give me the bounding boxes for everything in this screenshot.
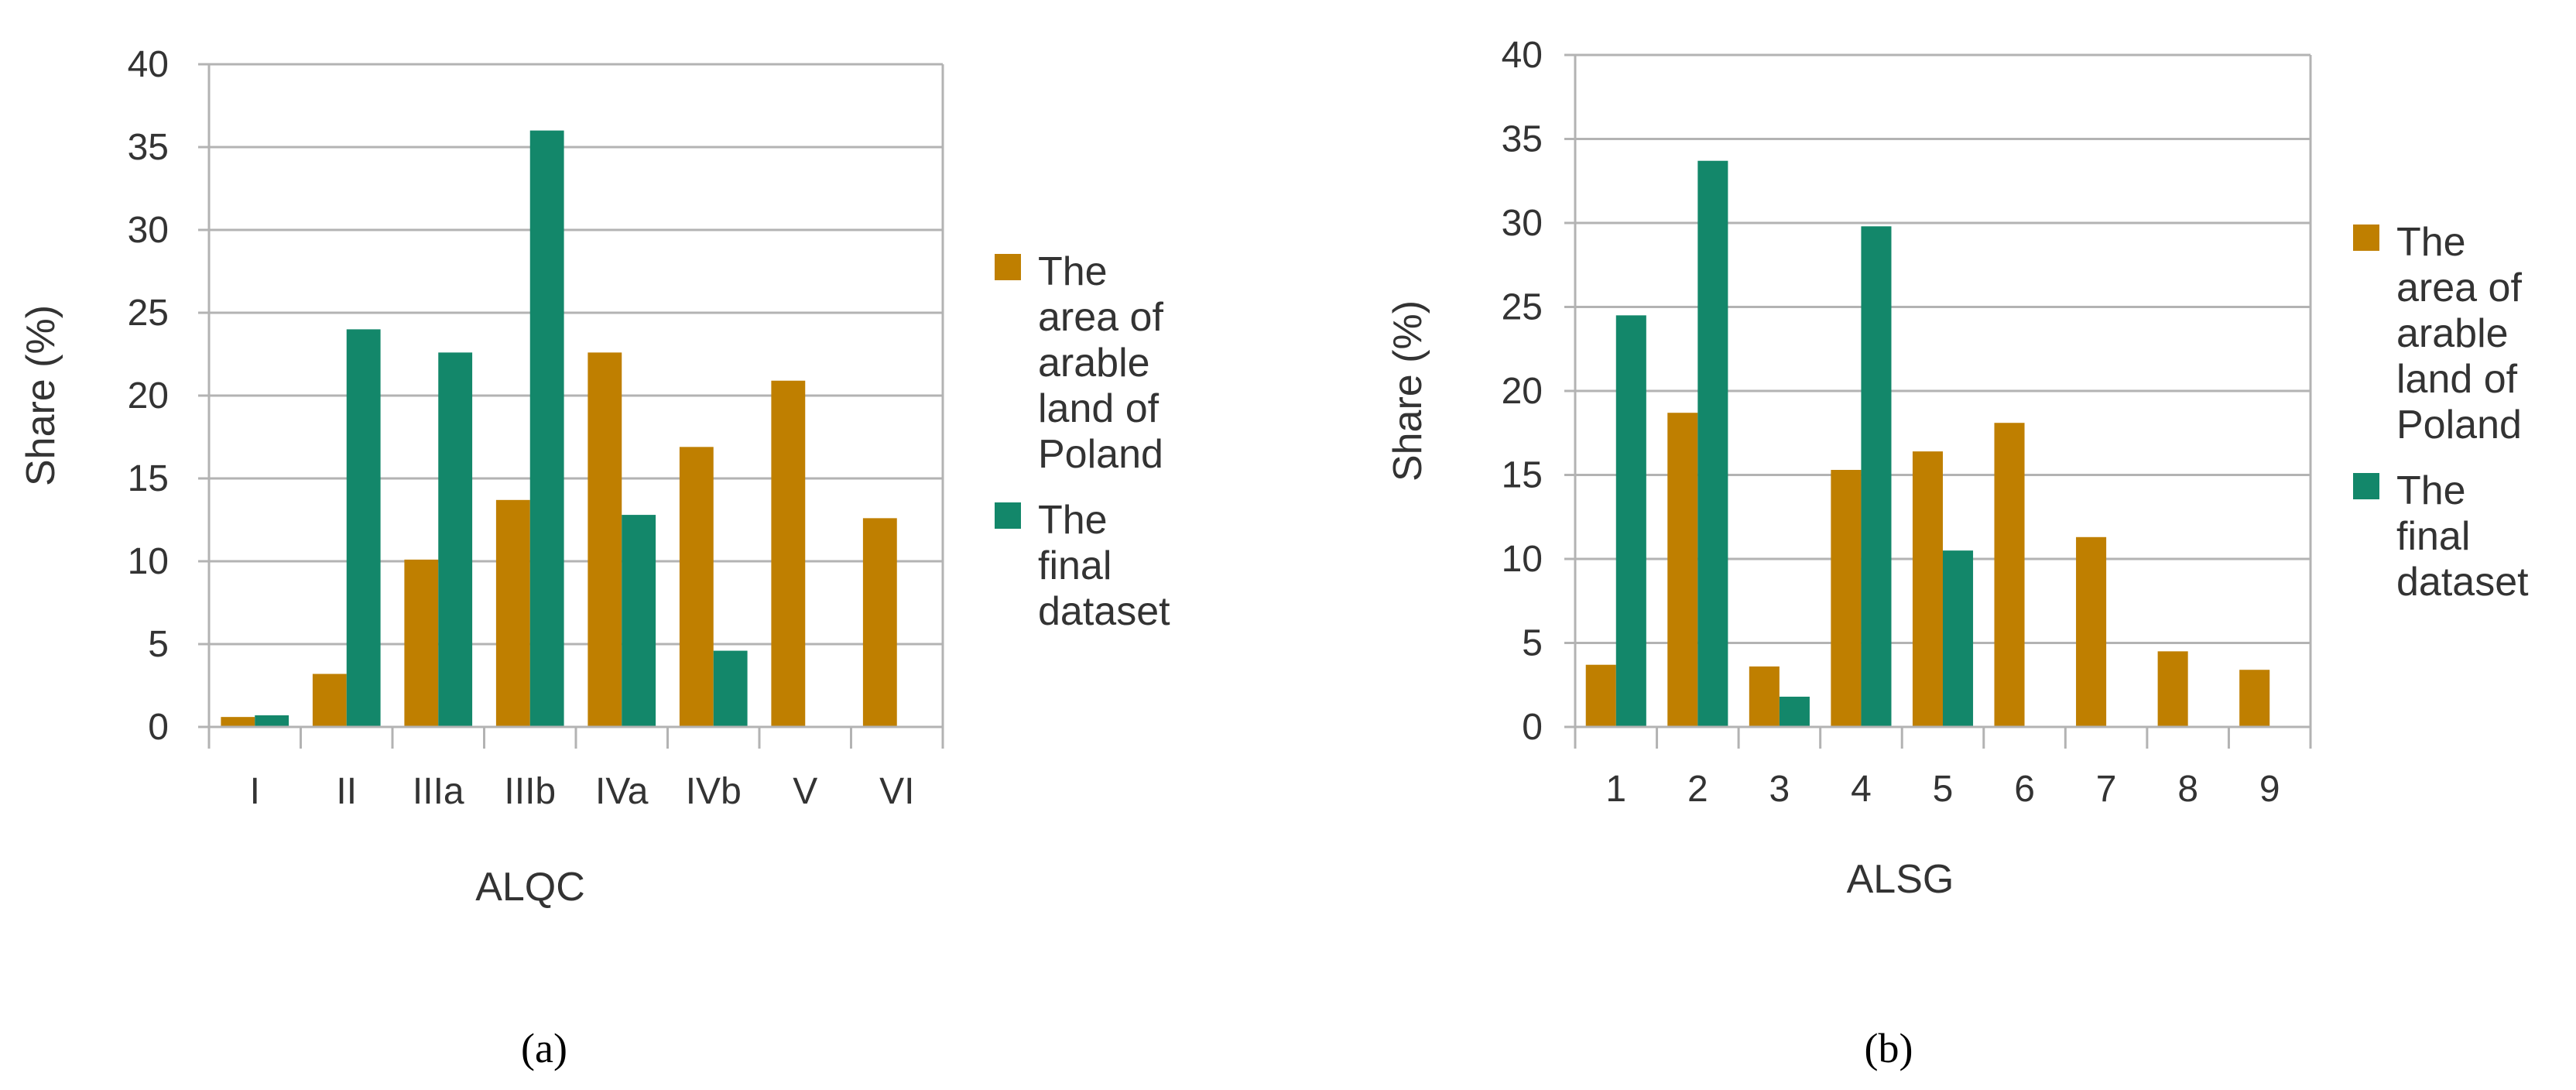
x-tick-label: I (250, 771, 260, 812)
legend-label: land of (1038, 386, 1160, 431)
bar (312, 674, 347, 727)
legend-label: Poland (1038, 432, 1163, 477)
bar (221, 717, 255, 727)
legend-swatch (995, 254, 1021, 280)
x-axis-title: ALSG (1847, 857, 1954, 902)
legend-swatch (2353, 225, 2379, 251)
panel-caption: (b) (1865, 1025, 1913, 1071)
bar (255, 715, 289, 727)
y-tick-label: 5 (1522, 623, 1543, 664)
legend-label: dataset (1038, 589, 1170, 634)
bar (346, 329, 381, 727)
y-tick-label: 35 (1502, 119, 1543, 160)
x-tick-label: 8 (2177, 769, 2198, 810)
y-tick-label: 15 (1502, 455, 1543, 496)
x-tick-label: 1 (1605, 769, 1626, 810)
bar (1912, 451, 1943, 727)
x-tick-label: VI (879, 771, 914, 812)
x-tick-label: 7 (2096, 769, 2117, 810)
x-tick-label: V (793, 771, 817, 812)
legend-label: final (2396, 514, 2470, 559)
legend-label: The (2396, 220, 2466, 265)
y-tick-label: 25 (1502, 287, 1543, 328)
y-axis-title: Share (%) (19, 305, 63, 486)
bar (2157, 651, 2188, 727)
y-tick-label: 5 (148, 624, 169, 665)
legend-label: The (1038, 498, 1108, 543)
x-tick-label: IIIb (504, 771, 556, 812)
legend-label: area of (1038, 295, 1163, 340)
x-tick-label: 6 (2014, 769, 2035, 810)
bar (1779, 696, 1810, 727)
bar (679, 447, 714, 727)
bar (2239, 670, 2270, 727)
bar (713, 650, 748, 727)
legend-label: final (1038, 543, 1112, 588)
y-tick-label: 0 (148, 707, 169, 748)
x-tick-label: 5 (1933, 769, 1954, 810)
x-tick-label: 2 (1687, 769, 1708, 810)
y-tick-label: 40 (128, 44, 169, 85)
y-tick-label: 30 (128, 210, 169, 251)
x-tick-label: 4 (1851, 769, 1872, 810)
x-tick-label: IVa (595, 771, 649, 812)
legend-label: area of (2396, 266, 2522, 310)
bar (1697, 160, 1728, 727)
legend-swatch (2353, 473, 2379, 499)
y-tick-label: 20 (128, 375, 169, 416)
x-tick-label: 9 (2259, 769, 2280, 810)
legend-label: The (2396, 468, 2466, 513)
x-tick-label: 3 (1769, 769, 1790, 810)
bar (1615, 315, 1646, 728)
panel-caption: (a) (521, 1025, 567, 1071)
bar (771, 380, 806, 727)
bar (1943, 550, 1974, 727)
bar (862, 518, 897, 727)
x-tick-label: II (336, 771, 357, 812)
bar (622, 515, 656, 727)
legend-label: The (1038, 249, 1108, 294)
bar (529, 130, 564, 728)
y-tick-label: 10 (128, 541, 169, 582)
legend-swatch (995, 502, 1021, 529)
y-tick-label: 20 (1502, 371, 1543, 412)
y-tick-label: 10 (1502, 539, 1543, 580)
bar (1994, 423, 2025, 727)
bar (495, 499, 530, 727)
chart-panel-b: 0 5 10 15 20 25 30 35 40 1 2 3 4 5 6 7 8 9 ALSG Share (%) Th… (1386, 35, 2529, 1071)
legend-label: arable (2396, 311, 2509, 356)
bar (404, 559, 439, 727)
bar (1749, 666, 1780, 727)
y-tick-label: 15 (128, 458, 169, 499)
bar (438, 352, 473, 727)
legend-label: Poland (2396, 403, 2522, 447)
y-axis-title: Share (%) (1386, 300, 1430, 482)
y-tick-label: 25 (128, 293, 169, 334)
y-tick-label: 0 (1522, 707, 1543, 748)
bar (1667, 413, 1698, 727)
legend-label: land of (2396, 357, 2518, 402)
legend-label: arable (1038, 341, 1150, 386)
x-tick-label: IVb (686, 771, 742, 812)
x-tick-label: IIIa (413, 771, 464, 812)
x-axis-title: ALQC (475, 865, 585, 910)
y-tick-label: 40 (1502, 35, 1543, 76)
y-tick-label: 30 (1502, 203, 1543, 244)
bar (1585, 664, 1616, 727)
bar (2076, 536, 2107, 727)
bar (1831, 469, 1862, 727)
legend-label: dataset (2396, 560, 2529, 605)
y-tick-label: 35 (128, 127, 169, 168)
bar (1861, 226, 1892, 728)
bar (587, 352, 622, 727)
